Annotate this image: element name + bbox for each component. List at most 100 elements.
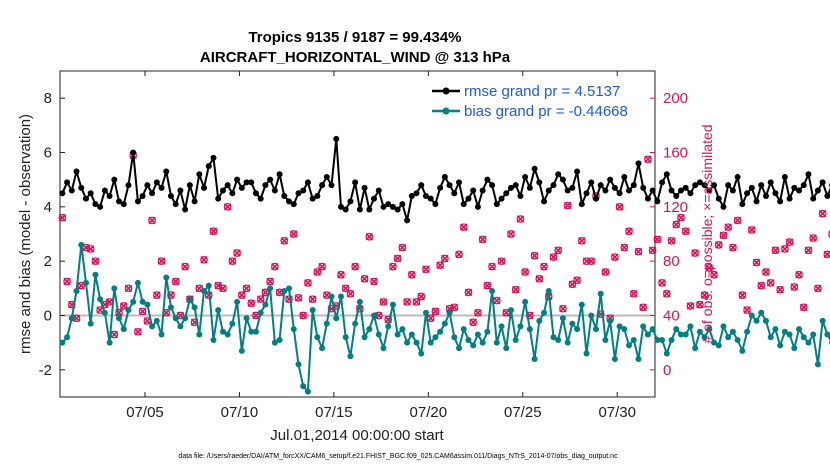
rmse-point — [531, 165, 538, 172]
obs-assimilated-marker — [450, 303, 459, 312]
obs-possible-marker — [86, 245, 95, 253]
bias-point — [309, 307, 316, 314]
rmse-point — [167, 192, 174, 199]
obs-possible-marker — [497, 257, 506, 266]
rmse-point — [805, 171, 812, 178]
obs-possible-marker — [644, 155, 652, 164]
bias-point — [451, 334, 458, 341]
obs-possible-marker — [228, 257, 237, 266]
bias-point — [796, 326, 803, 333]
bias-point — [172, 315, 179, 322]
obs-possible-marker — [200, 255, 208, 264]
obs-assimilated-marker — [752, 258, 761, 267]
obs-possible-marker — [502, 308, 511, 317]
obs-assimilated-marker — [644, 155, 652, 164]
bias-point — [224, 331, 231, 338]
obs-possible-marker — [318, 262, 326, 271]
bias-point — [92, 271, 99, 278]
obs-assimilated-marker — [611, 253, 619, 261]
bias-point — [394, 331, 401, 338]
rmse-point — [309, 195, 316, 202]
bias-point — [153, 317, 160, 324]
rmse-point — [257, 195, 264, 202]
rmse-point — [437, 184, 444, 191]
obs-possible-marker — [573, 276, 581, 285]
rmse-point — [59, 190, 66, 197]
rmse-point — [111, 176, 118, 183]
rmse-point — [427, 195, 434, 202]
rmse-point — [149, 190, 156, 197]
obs-assimilated-marker — [209, 227, 218, 236]
rmse-point — [814, 187, 821, 194]
obs-assimilated-marker — [271, 262, 279, 271]
rmse-point — [673, 192, 680, 199]
obs-assimilated-marker — [700, 291, 709, 299]
obs-possible-marker — [488, 262, 496, 271]
bias-point — [130, 298, 137, 305]
obs-assimilated-marker — [63, 277, 71, 286]
obs-assimilated-marker — [790, 283, 799, 291]
bias-point — [352, 320, 359, 327]
rmse-point — [371, 195, 378, 202]
obs-assimilated-marker — [370, 277, 378, 286]
obs-possible-marker — [450, 303, 459, 312]
bias-point — [380, 345, 387, 352]
obs-assimilated-marker — [686, 302, 695, 310]
rmse-point — [361, 184, 368, 191]
bias-point — [734, 336, 741, 343]
y-right-tick-label: 40 — [663, 308, 680, 325]
obs-assimilated-marker — [436, 261, 444, 270]
bias-point — [59, 339, 66, 346]
bias-point — [286, 285, 293, 292]
obs-assimilated-marker — [403, 298, 411, 306]
bias-point — [564, 339, 571, 346]
bias-point — [753, 317, 760, 324]
obs-possible-marker — [436, 261, 444, 270]
obs-possible-marker — [393, 254, 402, 263]
obs-possible-marker — [412, 298, 421, 306]
bias-point — [748, 312, 755, 319]
obs-possible-marker — [370, 277, 378, 286]
obs-possible-marker — [157, 257, 166, 266]
y-axis-right-label: # of obs: o=possible; ×=assimilated — [699, 124, 715, 343]
obs-assimilated-marker — [757, 281, 766, 290]
obs-assimilated-marker — [530, 251, 539, 260]
y-axis-right-ticks: 0 40 80 120 160 200 — [650, 90, 688, 379]
obs-possible-marker — [237, 291, 246, 299]
bias-point — [441, 320, 448, 327]
obs-assimilated-marker — [417, 292, 426, 301]
rmse-point — [616, 190, 623, 197]
bias-point — [810, 331, 817, 338]
bias-point — [163, 274, 170, 281]
rmse-point — [644, 195, 651, 202]
obs-assimilated-marker — [119, 302, 128, 310]
rmse-point — [248, 179, 255, 186]
obs-assimilated-marker — [766, 279, 775, 287]
obs-assimilated-marker — [653, 235, 662, 244]
rmse-point — [574, 168, 581, 175]
obs-assimilated-marker — [219, 284, 227, 293]
bias-point — [177, 323, 184, 330]
obs-possible-marker — [648, 246, 657, 255]
rmse-point — [800, 182, 807, 189]
obs-assimilated-marker — [91, 257, 100, 265]
obs-assimilated-marker — [540, 262, 548, 271]
obs-assimilated-marker — [488, 262, 496, 271]
obs-assimilated-marker — [629, 290, 638, 298]
rmse-point — [319, 182, 326, 189]
rmse-point — [725, 182, 732, 189]
bias-point — [404, 339, 411, 346]
rmse-point — [659, 179, 666, 186]
bias-point — [729, 328, 736, 335]
bias-point — [78, 241, 85, 248]
bias-point — [196, 331, 203, 338]
bias-point — [413, 339, 420, 346]
rmse-point — [824, 192, 830, 199]
rmse-point — [78, 184, 85, 191]
bias-point — [73, 288, 80, 295]
rmse-point — [597, 182, 604, 189]
obs-assimilated-marker — [738, 291, 747, 299]
obs-assimilated-marker — [804, 246, 813, 255]
bias-point — [134, 279, 141, 286]
bias-point — [371, 312, 378, 319]
